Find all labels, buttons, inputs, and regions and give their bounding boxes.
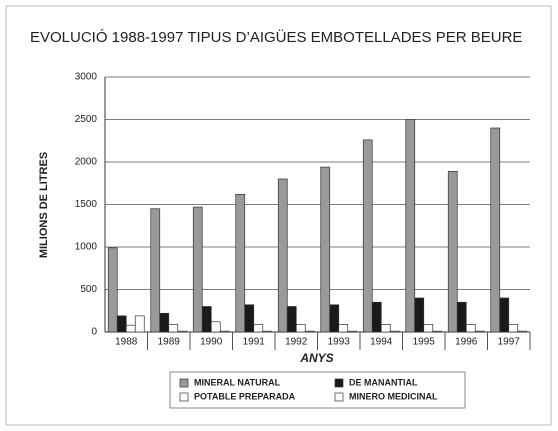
bar — [192, 206, 203, 333]
bar — [432, 330, 443, 333]
bar — [338, 324, 349, 333]
legend-label: DE MANANTIAL — [349, 377, 418, 387]
bar — [414, 297, 425, 333]
bar — [219, 330, 230, 333]
bar — [262, 330, 273, 333]
bar — [235, 193, 246, 333]
y-tick-label: 1000 — [75, 242, 98, 253]
bar — [150, 208, 161, 333]
x-tick-label: 1997 — [498, 337, 521, 348]
bar — [320, 166, 331, 333]
y-tick-label: 2000 — [75, 157, 98, 168]
x-tick-label: 1994 — [370, 337, 393, 348]
bar — [277, 178, 288, 333]
bar — [286, 306, 297, 333]
x-tick-label: 1993 — [328, 337, 351, 348]
bar — [447, 171, 458, 333]
bar — [423, 324, 434, 333]
bar — [362, 139, 373, 333]
bar — [389, 330, 400, 333]
bar — [134, 315, 145, 333]
bar — [253, 324, 264, 333]
legend-swatch — [334, 392, 344, 402]
bar — [116, 315, 127, 333]
bar — [499, 297, 510, 333]
bar — [465, 324, 476, 333]
y-tick-label: 500 — [80, 284, 97, 295]
bar — [210, 321, 221, 333]
bar — [490, 127, 501, 333]
x-tick-label: 1990 — [200, 337, 223, 348]
chart-title: EVOLUCIÓ 1988-1997 TIPUS D’AIGÜES EMBOTE… — [30, 28, 522, 46]
y-tick-label: 1500 — [75, 199, 98, 210]
bar — [347, 330, 358, 333]
legend — [169, 371, 466, 409]
legend-swatch — [334, 378, 344, 388]
bar — [201, 306, 212, 333]
bar — [159, 312, 170, 333]
bar — [456, 301, 467, 333]
bar — [168, 324, 179, 333]
bar — [107, 247, 118, 333]
legend-label: MINERO MEDICINAL — [349, 391, 438, 401]
bar — [244, 304, 255, 333]
y-tick-label: 3000 — [75, 72, 98, 83]
bar — [371, 301, 382, 333]
bar — [329, 304, 340, 333]
bar — [125, 324, 136, 333]
bar — [295, 324, 306, 333]
x-axis-label: ANYS — [299, 351, 333, 365]
bar — [177, 330, 188, 333]
legend-swatch — [179, 378, 189, 388]
x-tick-label: 1995 — [413, 337, 436, 348]
bar — [304, 330, 315, 333]
bar — [380, 324, 391, 333]
bar — [508, 324, 519, 333]
bar — [474, 330, 485, 333]
legend-label: POTABLE PREPARADA — [194, 391, 296, 401]
y-tick-label: 0 — [91, 327, 97, 338]
legend-label: MINERAL NATURAL — [194, 377, 281, 387]
legend-swatch — [179, 392, 189, 402]
x-tick-label: 1992 — [285, 337, 308, 348]
bar — [517, 330, 528, 333]
bar — [405, 119, 416, 333]
y-tick-label: 2500 — [75, 114, 98, 125]
x-tick-label: 1988 — [115, 337, 138, 348]
x-tick-label: 1996 — [455, 337, 478, 348]
x-tick-label: 1989 — [158, 337, 181, 348]
y-axis-label: MILIONS DE LITRES — [38, 152, 50, 258]
x-tick-label: 1991 — [243, 337, 266, 348]
